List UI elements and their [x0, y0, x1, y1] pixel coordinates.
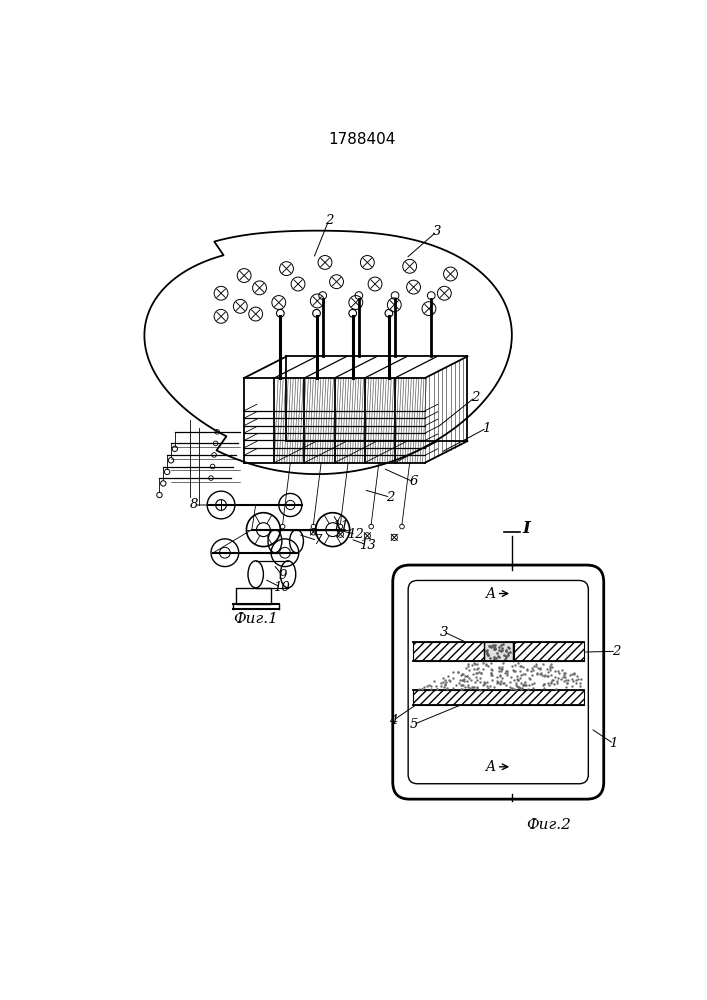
- Text: 3: 3: [433, 225, 441, 238]
- Text: 3: 3: [440, 626, 448, 639]
- Text: 4: 4: [389, 714, 397, 727]
- Text: 1: 1: [482, 422, 491, 434]
- Text: 5: 5: [409, 718, 418, 731]
- Text: A: A: [486, 587, 496, 601]
- Text: 1788404: 1788404: [328, 132, 396, 147]
- Text: 8: 8: [190, 498, 198, 512]
- Text: 9: 9: [279, 569, 287, 582]
- Text: Фиг.1: Фиг.1: [233, 612, 278, 626]
- Text: 1: 1: [609, 737, 618, 750]
- Text: A: A: [486, 760, 496, 774]
- Text: 2: 2: [471, 391, 479, 404]
- Text: 10: 10: [273, 581, 289, 594]
- Text: 13: 13: [359, 539, 375, 552]
- Bar: [236, 588, 271, 604]
- Bar: [514, 642, 584, 661]
- Text: 6: 6: [409, 475, 418, 488]
- Text: 11: 11: [332, 520, 349, 533]
- Text: 2: 2: [386, 491, 395, 504]
- Text: Фиг.2: Фиг.2: [526, 818, 571, 832]
- Bar: [413, 690, 584, 705]
- Text: 7: 7: [313, 534, 322, 547]
- Text: I: I: [522, 520, 530, 537]
- Text: 12: 12: [347, 528, 364, 541]
- Bar: [484, 642, 513, 661]
- Text: 2: 2: [612, 645, 620, 658]
- Polygon shape: [414, 663, 582, 690]
- Bar: [413, 642, 486, 661]
- Text: 2: 2: [325, 214, 333, 227]
